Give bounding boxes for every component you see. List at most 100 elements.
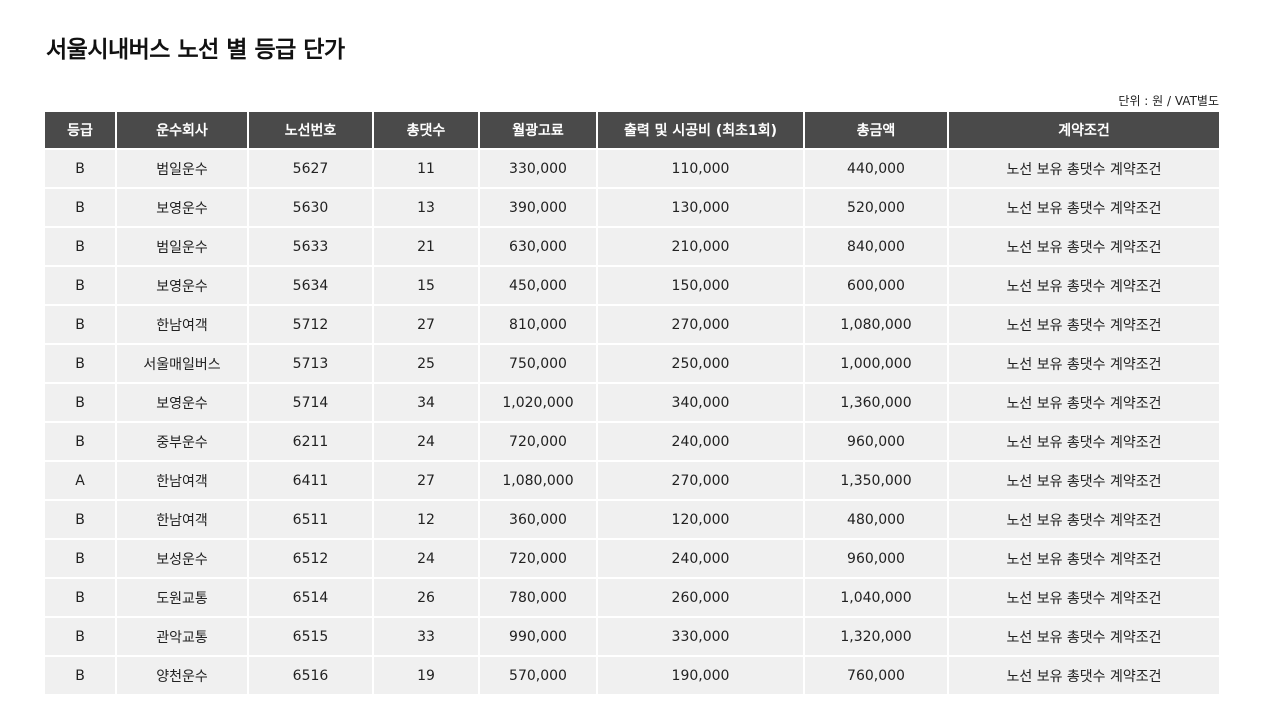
cell-total-amount: 1,040,000 [803, 578, 948, 618]
table-row: B 양천운수 6516 19 570,000 190,000 760,000 노선 보유 총댓… [45, 656, 1219, 696]
header-bus-count: 총댓수 [372, 112, 479, 150]
cell-company: 한남여객 [115, 305, 248, 345]
cell-bus-count: 24 [372, 422, 479, 462]
page-title: 서울시내버스 노선 별 등급 단가 [46, 37, 345, 63]
cell-total-amount: 960,000 [803, 422, 948, 462]
cell-route-number: 6515 [247, 617, 373, 657]
cell-contract-terms: 노선 보유 총댓수 계약조건 [947, 305, 1219, 345]
price-table: 등급 운수회사 노선번호 총댓수 월광고료 출력 및 시공비 (최초1회) 총금… [45, 112, 1219, 696]
cell-company: 보영운수 [115, 383, 248, 423]
cell-bus-count: 27 [372, 305, 479, 345]
cell-grade: B [45, 227, 116, 267]
cell-company: 한남여객 [115, 500, 248, 540]
cell-production-cost: 270,000 [596, 305, 804, 345]
cell-production-cost: 190,000 [596, 656, 804, 696]
cell-total-amount: 1,360,000 [803, 383, 948, 423]
cell-production-cost: 260,000 [596, 578, 804, 618]
cell-total-amount: 960,000 [803, 539, 948, 579]
cell-monthly-fee: 330,000 [478, 149, 597, 189]
cell-grade: A [45, 461, 116, 501]
table-row: B 범일운수 5633 21 630,000 210,000 840,000 노선 보유 총댓… [45, 227, 1219, 267]
cell-route-number: 5714 [247, 383, 373, 423]
table-row: B 도원교통 6514 26 780,000 260,000 1,040,000 노선 보유 … [45, 578, 1219, 618]
cell-company: 범일운수 [115, 149, 248, 189]
cell-production-cost: 250,000 [596, 344, 804, 384]
cell-contract-terms: 노선 보유 총댓수 계약조건 [947, 617, 1219, 657]
cell-company: 도원교통 [115, 578, 248, 618]
header-contract-terms: 계약조건 [947, 112, 1219, 150]
cell-bus-count: 27 [372, 461, 479, 501]
cell-monthly-fee: 570,000 [478, 656, 597, 696]
cell-grade: B [45, 188, 116, 228]
table-row: B 중부운수 6211 24 720,000 240,000 960,000 노선 보유 총댓… [45, 422, 1219, 462]
cell-total-amount: 1,080,000 [803, 305, 948, 345]
cell-production-cost: 340,000 [596, 383, 804, 423]
header-production-cost: 출력 및 시공비 (최초1회) [596, 112, 804, 150]
cell-grade: B [45, 305, 116, 345]
table-row: B 한남여객 5712 27 810,000 270,000 1,080,000 노선 보유 … [45, 305, 1219, 345]
cell-grade: B [45, 539, 116, 579]
cell-company: 보영운수 [115, 266, 248, 306]
cell-bus-count: 21 [372, 227, 479, 267]
cell-bus-count: 25 [372, 344, 479, 384]
cell-grade: B [45, 344, 116, 384]
cell-total-amount: 440,000 [803, 149, 948, 189]
cell-grade: B [45, 617, 116, 657]
cell-contract-terms: 노선 보유 총댓수 계약조건 [947, 383, 1219, 423]
header-row: 등급 운수회사 노선번호 총댓수 월광고료 출력 및 시공비 (최초1회) 총금… [45, 112, 1219, 150]
cell-bus-count: 33 [372, 617, 479, 657]
cell-production-cost: 130,000 [596, 188, 804, 228]
cell-monthly-fee: 360,000 [478, 500, 597, 540]
cell-bus-count: 24 [372, 539, 479, 579]
table-header: 등급 운수회사 노선번호 총댓수 월광고료 출력 및 시공비 (최초1회) 총금… [45, 112, 1219, 150]
cell-route-number: 5630 [247, 188, 373, 228]
cell-bus-count: 13 [372, 188, 479, 228]
header-route-number: 노선번호 [247, 112, 373, 150]
header-company: 운수회사 [115, 112, 248, 150]
cell-grade: B [45, 266, 116, 306]
cell-total-amount: 840,000 [803, 227, 948, 267]
header-monthly-fee: 월광고료 [478, 112, 597, 150]
cell-production-cost: 150,000 [596, 266, 804, 306]
table-row: B 서울매일버스 5713 25 750,000 250,000 1,000,000 노선 보… [45, 344, 1219, 384]
cell-production-cost: 240,000 [596, 539, 804, 579]
cell-total-amount: 520,000 [803, 188, 948, 228]
cell-company: 중부운수 [115, 422, 248, 462]
cell-total-amount: 760,000 [803, 656, 948, 696]
cell-route-number: 5712 [247, 305, 373, 345]
cell-route-number: 6211 [247, 422, 373, 462]
table-row: A 한남여객 6411 27 1,080,000 270,000 1,350,000 노선 보… [45, 461, 1219, 501]
cell-company: 보성운수 [115, 539, 248, 579]
cell-total-amount: 1,000,000 [803, 344, 948, 384]
cell-route-number: 5627 [247, 149, 373, 189]
cell-grade: B [45, 656, 116, 696]
cell-bus-count: 15 [372, 266, 479, 306]
cell-contract-terms: 노선 보유 총댓수 계약조건 [947, 149, 1219, 189]
cell-contract-terms: 노선 보유 총댓수 계약조건 [947, 539, 1219, 579]
cell-company: 서울매일버스 [115, 344, 248, 384]
cell-grade: B [45, 578, 116, 618]
cell-contract-terms: 노선 보유 총댓수 계약조건 [947, 422, 1219, 462]
cell-monthly-fee: 630,000 [478, 227, 597, 267]
table-row: B 보영운수 5634 15 450,000 150,000 600,000 노선 보유 총댓… [45, 266, 1219, 306]
cell-company: 범일운수 [115, 227, 248, 267]
cell-grade: B [45, 383, 116, 423]
cell-contract-terms: 노선 보유 총댓수 계약조건 [947, 188, 1219, 228]
cell-production-cost: 330,000 [596, 617, 804, 657]
cell-monthly-fee: 780,000 [478, 578, 597, 618]
header-total-amount: 총금액 [803, 112, 948, 150]
cell-bus-count: 11 [372, 149, 479, 189]
cell-monthly-fee: 390,000 [478, 188, 597, 228]
table-row: B 보영운수 5714 34 1,020,000 340,000 1,360,000 노선 보… [45, 383, 1219, 423]
cell-contract-terms: 노선 보유 총댓수 계약조건 [947, 266, 1219, 306]
table-row: B 한남여객 6511 12 360,000 120,000 480,000 노선 보유 총댓… [45, 500, 1219, 540]
cell-contract-terms: 노선 보유 총댓수 계약조건 [947, 344, 1219, 384]
cell-route-number: 6511 [247, 500, 373, 540]
cell-route-number: 5633 [247, 227, 373, 267]
cell-route-number: 6514 [247, 578, 373, 618]
cell-production-cost: 210,000 [596, 227, 804, 267]
cell-production-cost: 110,000 [596, 149, 804, 189]
header-grade: 등급 [45, 112, 116, 150]
cell-grade: B [45, 500, 116, 540]
cell-monthly-fee: 1,020,000 [478, 383, 597, 423]
